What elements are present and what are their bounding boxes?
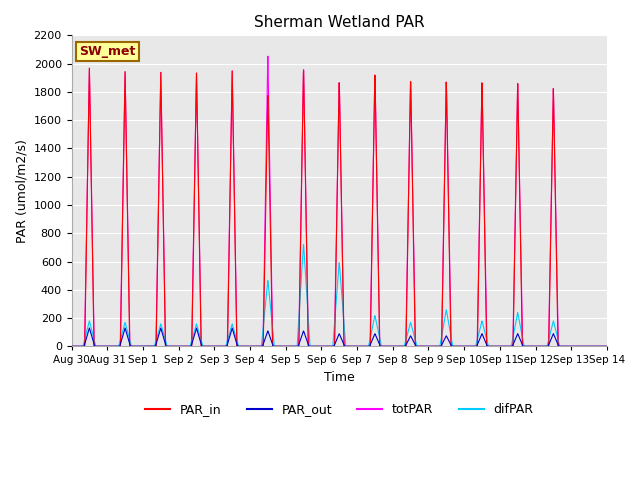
- PAR_out: [161, 338, 168, 344]
- PAR_out: [273, 344, 281, 349]
- totPAR: [264, 53, 272, 59]
- PAR_out: [129, 344, 136, 349]
- PAR_in: [535, 344, 543, 349]
- totPAR: [535, 344, 543, 349]
- PAR_out: [535, 344, 543, 349]
- Line: PAR_in: PAR_in: [72, 68, 607, 347]
- difPAR: [296, 296, 304, 302]
- Legend: PAR_in, PAR_out, totPAR, difPAR: PAR_in, PAR_out, totPAR, difPAR: [140, 398, 538, 421]
- totPAR: [161, 272, 168, 277]
- totPAR: [296, 253, 304, 259]
- X-axis label: Time: Time: [324, 371, 355, 384]
- Y-axis label: PAR (umol/m2/s): PAR (umol/m2/s): [15, 139, 28, 243]
- totPAR: [68, 344, 76, 349]
- totPAR: [273, 344, 281, 349]
- PAR_in: [68, 344, 76, 349]
- Text: SW_met: SW_met: [79, 45, 136, 58]
- PAR_out: [593, 344, 600, 349]
- PAR_in: [273, 344, 281, 349]
- Line: PAR_out: PAR_out: [72, 328, 607, 347]
- difPAR: [603, 344, 611, 349]
- difPAR: [535, 344, 543, 349]
- difPAR: [129, 344, 136, 349]
- PAR_in: [129, 344, 136, 349]
- difPAR: [161, 334, 168, 339]
- difPAR: [300, 241, 307, 247]
- PAR_in: [296, 264, 304, 269]
- Line: totPAR: totPAR: [72, 56, 607, 347]
- difPAR: [273, 344, 281, 349]
- PAR_out: [603, 344, 611, 349]
- totPAR: [593, 344, 600, 349]
- PAR_out: [296, 337, 304, 343]
- totPAR: [603, 344, 611, 349]
- PAR_out: [86, 325, 93, 331]
- Title: Sherman Wetland PAR: Sherman Wetland PAR: [254, 15, 424, 30]
- PAR_in: [161, 292, 168, 298]
- totPAR: [129, 344, 136, 349]
- PAR_in: [603, 344, 611, 349]
- difPAR: [593, 344, 600, 349]
- difPAR: [68, 344, 76, 349]
- Line: difPAR: difPAR: [72, 244, 607, 347]
- PAR_in: [593, 344, 600, 349]
- PAR_out: [68, 344, 76, 349]
- PAR_in: [86, 65, 93, 71]
